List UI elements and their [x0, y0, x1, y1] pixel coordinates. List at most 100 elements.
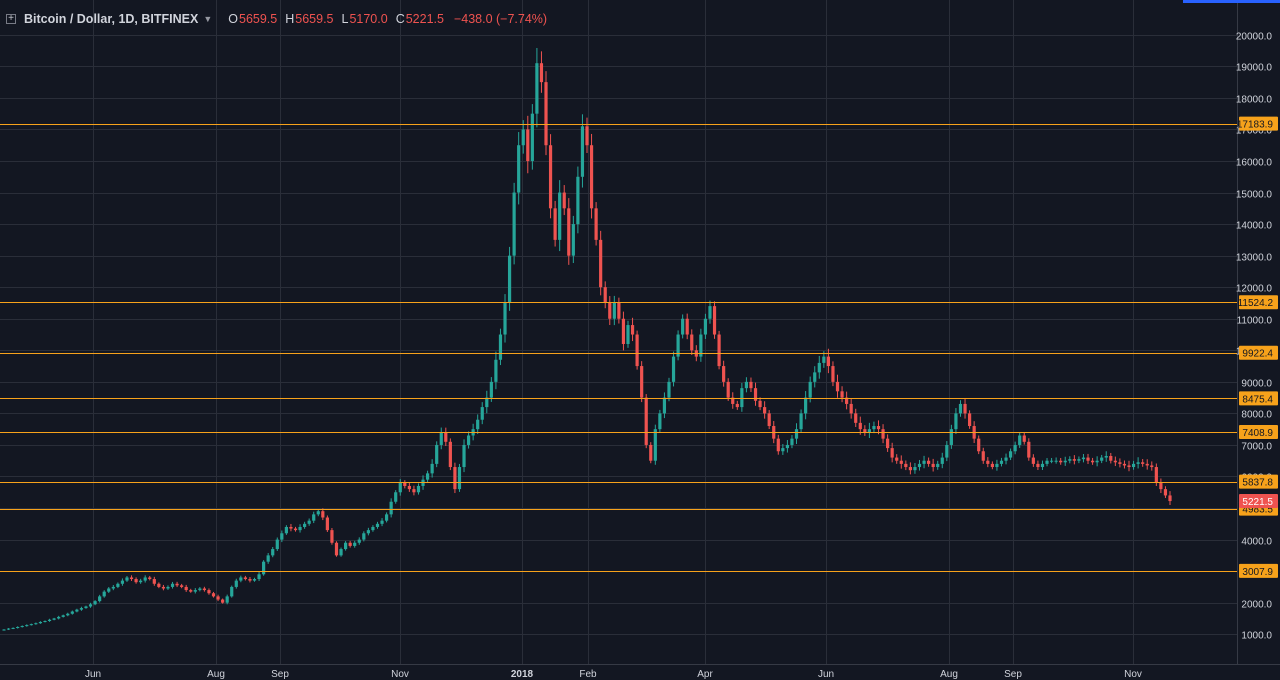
candle — [922, 455, 926, 469]
candle-body — [2, 629, 6, 631]
candle — [676, 330, 680, 361]
candle-body — [1113, 460, 1117, 463]
last-price-badge-bg — [1239, 494, 1278, 509]
candle — [726, 378, 730, 401]
candle — [125, 576, 129, 582]
candle-body — [430, 463, 434, 474]
candle-body — [462, 444, 466, 468]
candle-body — [439, 432, 443, 445]
candle — [330, 527, 334, 545]
candle-body — [867, 429, 871, 433]
candle — [1159, 478, 1163, 494]
open-label: O — [228, 12, 238, 26]
candle — [139, 578, 143, 584]
candle-body — [1045, 460, 1049, 464]
x-tick-label: Jun — [818, 669, 834, 680]
candle-body — [161, 586, 166, 589]
candle — [216, 594, 220, 602]
candle-body — [485, 397, 489, 408]
candle-body — [826, 356, 830, 367]
candle — [744, 377, 749, 393]
x-tick-label: 2018 — [511, 669, 534, 680]
x-tick-label: Jun — [85, 669, 101, 680]
candle-body — [526, 129, 530, 161]
candle-body — [298, 526, 302, 531]
candle — [248, 577, 252, 583]
candle-body — [280, 533, 284, 540]
candle-body — [890, 448, 894, 458]
candle-body — [453, 467, 457, 490]
candle-body — [922, 460, 926, 464]
candle-body — [348, 542, 352, 546]
candle-body — [148, 577, 152, 580]
candle — [567, 198, 571, 265]
candle-body — [293, 528, 298, 531]
candle — [949, 424, 953, 449]
candle-body — [503, 302, 507, 335]
candle-body — [184, 586, 188, 591]
candle-body — [676, 334, 680, 357]
candle-body — [945, 444, 949, 458]
candle — [1150, 461, 1154, 471]
candle — [20, 625, 24, 628]
x-tick-label: Nov — [391, 669, 409, 680]
grid — [0, 0, 1237, 664]
candle — [612, 295, 616, 326]
candle-body — [667, 381, 671, 398]
candle — [2, 629, 6, 631]
candle — [1163, 486, 1168, 498]
candle — [867, 422, 871, 439]
candle-body — [731, 397, 735, 404]
candle — [945, 441, 949, 462]
candle — [116, 582, 120, 589]
candle-body — [1141, 462, 1145, 464]
chevron-down-icon[interactable]: ▼ — [203, 14, 213, 24]
horizontal-levels[interactable] — [0, 124, 1237, 572]
candle-body — [1018, 435, 1022, 445]
candle — [339, 547, 343, 557]
candle-body — [1077, 459, 1081, 461]
candle-body — [640, 366, 644, 398]
candle — [749, 377, 753, 393]
candle — [608, 296, 612, 325]
expand-icon[interactable]: + — [6, 14, 16, 24]
candle — [649, 442, 653, 464]
candle-body — [84, 606, 88, 609]
candle — [29, 623, 33, 626]
candle-body — [448, 441, 452, 468]
candle-body — [394, 492, 398, 502]
candle — [863, 425, 867, 436]
candle — [262, 560, 266, 576]
y-tick-label: 1000.0 — [1241, 631, 1272, 642]
candle-body — [990, 463, 994, 468]
candle — [234, 578, 238, 589]
candle — [662, 392, 667, 419]
candle — [1113, 456, 1117, 467]
candle-body — [763, 407, 767, 414]
level-price-badge-bg — [1239, 391, 1278, 406]
candle-body — [740, 388, 744, 408]
x-tick-label: Apr — [697, 669, 713, 680]
candle-body — [599, 239, 603, 288]
candle — [954, 408, 958, 434]
candle — [193, 588, 197, 594]
candle — [544, 71, 548, 156]
candle-body — [325, 517, 329, 531]
candle — [148, 575, 152, 581]
candle — [489, 377, 493, 402]
candle-body — [835, 381, 840, 392]
time-axis[interactable]: Jun Aug Sep Nov 2018 Feb Apr Jun Aug Sep Nov — [85, 669, 1142, 680]
candle — [899, 455, 903, 469]
candle — [494, 351, 498, 390]
candle-body — [822, 356, 826, 363]
candle — [917, 459, 922, 471]
candle — [275, 537, 279, 551]
candle — [225, 594, 229, 605]
symbol-legend[interactable]: + Bitcoin / Dollar, 1D, BITFINEX ▼ O 5659… — [6, 7, 547, 31]
candle-body — [257, 574, 261, 580]
x-tick-label: Sep — [1004, 669, 1022, 680]
candle — [958, 400, 963, 417]
symbol-title[interactable]: Bitcoin / Dollar, 1D, BITFINEX — [24, 12, 199, 26]
candle — [312, 511, 316, 524]
